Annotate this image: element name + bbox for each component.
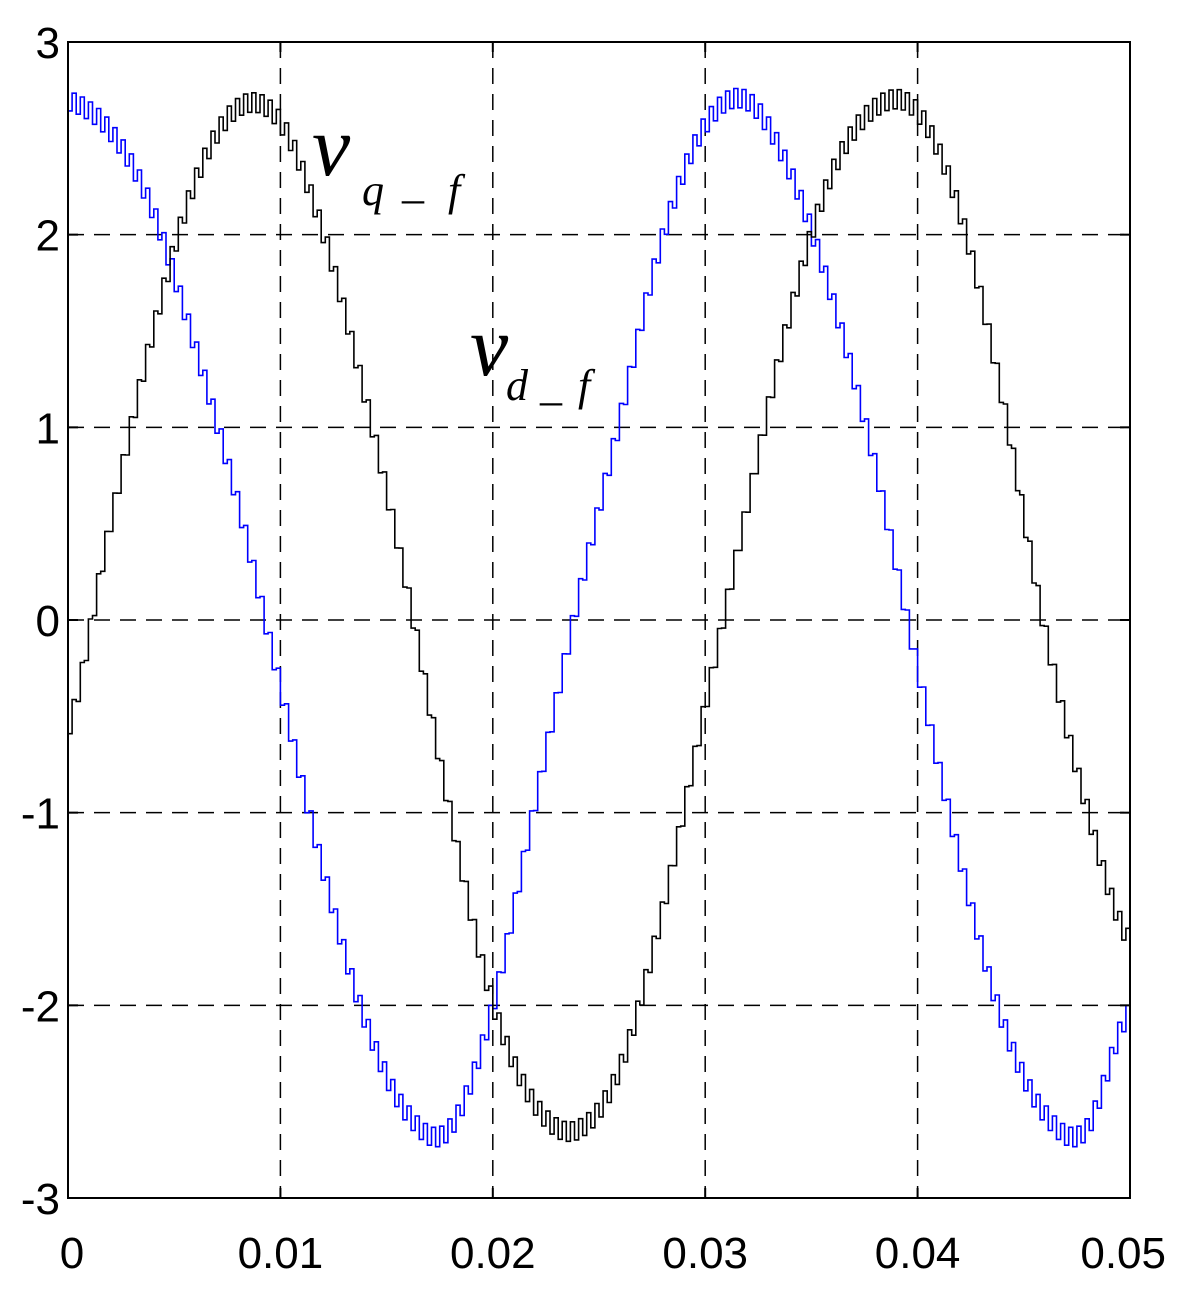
annotation-vq-f: v q _ f — [312, 98, 466, 215]
annotation-vq-f-sub: q — [362, 166, 384, 215]
series-line-2 — [67, 88, 1130, 1143]
x-tick-label: 0.01 — [238, 1229, 324, 1278]
series-group — [67, 87, 1130, 1148]
x-tick-label: 0 — [60, 1229, 84, 1278]
grid-lines — [68, 42, 1130, 1198]
y-tick-label: 2 — [36, 212, 60, 261]
y-tick-label: -3 — [21, 1175, 60, 1224]
annotation-vq-f-sep: _ — [401, 159, 425, 208]
y-tick-label: 1 — [36, 404, 60, 453]
y-tick-label: -2 — [21, 982, 60, 1031]
annotation-vd-f: v d _ f — [470, 298, 596, 410]
x-tick-labels: 0 0.01 0.02 0.03 0.04 0.05 — [60, 1229, 1166, 1278]
y-tick-label: -1 — [21, 790, 60, 839]
annotation-vd-f-sub: d — [506, 361, 529, 410]
annotation-vd-f-sep: _ — [539, 361, 563, 410]
series-line-1 — [67, 87, 1130, 1148]
axis-ticks — [67, 41, 1131, 1199]
y-tick-labels: 3 2 1 0 -1 -2 -3 — [21, 19, 60, 1224]
x-tick-label: 0.04 — [875, 1229, 961, 1278]
annotation-vd-f-main: v — [470, 298, 509, 394]
annotation-vq-f-sub2: f — [448, 166, 466, 215]
y-tick-label: 0 — [36, 597, 60, 646]
annotation-vd-f-sub2: f — [578, 361, 596, 410]
y-tick-label: 3 — [36, 19, 60, 68]
annotation-vq-f-main: v — [312, 98, 351, 194]
x-tick-label: 0.02 — [450, 1229, 536, 1278]
x-tick-label: 0.03 — [662, 1229, 748, 1278]
x-tick-label: 0.05 — [1080, 1229, 1166, 1278]
